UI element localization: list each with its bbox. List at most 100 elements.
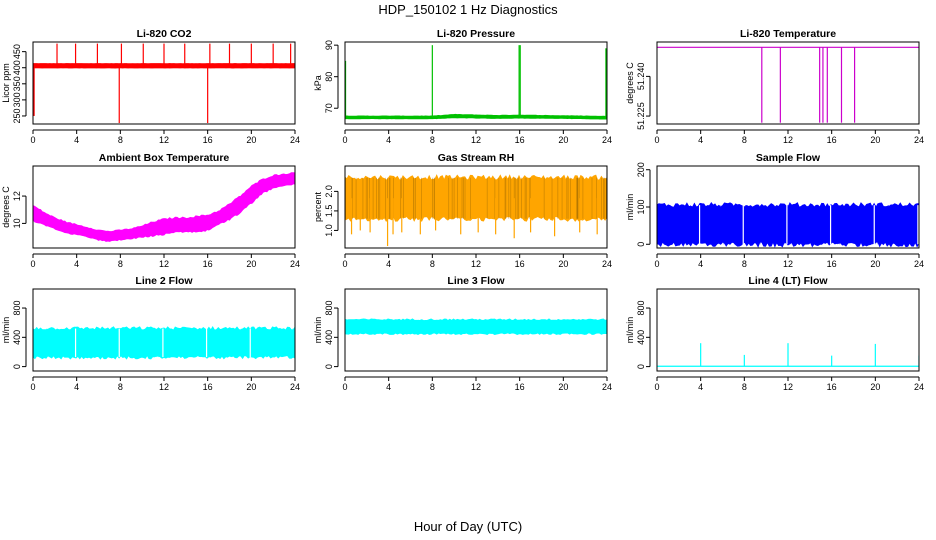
- panel-li-820-co2: Li-820 CO2 0 4 8 12 16 20 24 250300350400450Lico…: [1, 28, 300, 145]
- y-tick-label: 0: [324, 364, 334, 369]
- x-tick-label: 12: [783, 259, 793, 269]
- plot-area: [33, 172, 295, 242]
- x-tick-label: 8: [742, 382, 747, 392]
- series-band: [345, 113, 607, 120]
- x-tick-label: 20: [558, 259, 568, 269]
- x-axis: 0 4 8 12 16 20 24: [342, 253, 612, 269]
- plot-area: [657, 46, 919, 123]
- plot-area: [345, 174, 607, 247]
- y-tick-label: 800: [324, 301, 334, 316]
- series-band: [345, 174, 607, 223]
- x-tick-label: 20: [246, 382, 256, 392]
- y-tick-label: 800: [636, 301, 646, 316]
- x-tick-label: 4: [74, 382, 79, 392]
- x-tick-label: 16: [203, 135, 213, 145]
- y-tick-label: 90: [324, 40, 334, 50]
- y-tick-label: 80: [324, 72, 334, 82]
- x-axis: 0 4 8 12 16 20 24: [342, 376, 612, 392]
- x-tick-label: 24: [602, 382, 612, 392]
- x-axis: 0 4 8 12 16 20 24: [30, 253, 300, 269]
- y-tick-label: 300: [12, 92, 22, 107]
- x-tick-label: 4: [386, 259, 391, 269]
- x-tick-label: 8: [430, 382, 435, 392]
- y-axis-label: ml/min: [625, 317, 635, 344]
- x-tick-label: 0: [654, 382, 659, 392]
- y-axis: 0 400 800: [324, 301, 339, 369]
- x-tick-label: 8: [742, 135, 747, 145]
- x-tick-label: 16: [827, 259, 837, 269]
- x-tick-label: 24: [290, 382, 300, 392]
- plot-frame: [656, 165, 920, 249]
- panel-title: Ambient Box Temperature: [99, 152, 230, 164]
- panel-li-820-temperature: Li-820 Temperature 0 4 8 12 16 20 24 51.225 51.24…: [625, 28, 924, 145]
- x-tick-label: 12: [471, 135, 481, 145]
- x-axis: 0 4 8 12 16 20 24: [654, 253, 924, 269]
- figure-title: HDP_150102 1 Hz Diagnostics: [378, 2, 558, 17]
- x-tick-label: 0: [30, 135, 35, 145]
- y-tick-label: 450: [12, 44, 22, 59]
- y-tick-label: 12: [12, 191, 22, 201]
- x-tick-label: 0: [342, 382, 347, 392]
- plot-area: [33, 326, 295, 360]
- panel-title: Gas Stream RH: [438, 152, 514, 164]
- x-tick-label: 12: [783, 382, 793, 392]
- x-tick-label: 12: [783, 135, 793, 145]
- y-tick-label: 10: [12, 218, 22, 228]
- y-tick-label: 0: [636, 364, 646, 369]
- plot-frame: [344, 41, 608, 125]
- y-tick-label: 400: [324, 330, 334, 345]
- x-tick-label: 8: [430, 135, 435, 145]
- panel-li-820-pressure: Li-820 Pressure 0 4 8 12 16 20 24 70 80 90 kPa: [313, 28, 612, 145]
- x-tick-label: 12: [159, 382, 169, 392]
- x-tick-label: 12: [159, 259, 169, 269]
- plot-frame: [32, 288, 296, 372]
- x-tick-label: 20: [246, 259, 256, 269]
- x-tick-label: 24: [290, 259, 300, 269]
- x-tick-label: 12: [159, 135, 169, 145]
- plot-frame: [344, 165, 608, 249]
- panel-title: Line 2 Flow: [135, 275, 193, 287]
- y-axis: 0 400 800: [636, 301, 651, 369]
- y-axis: 0 400 800: [12, 301, 27, 369]
- y-axis: 0 100 200: [636, 162, 651, 247]
- y-axis-label: Licor ppm: [1, 63, 11, 103]
- x-tick-label: 20: [870, 259, 880, 269]
- x-axis: 0 4 8 12 16 20 24: [654, 129, 924, 145]
- x-tick-label: 16: [827, 382, 837, 392]
- x-tick-label: 0: [654, 259, 659, 269]
- panel-title: Li-820 CO2: [137, 28, 192, 40]
- panel-title: Line 4 (LT) Flow: [748, 275, 828, 287]
- x-tick-label: 16: [515, 382, 525, 392]
- figure-xlabel: Hour of Day (UTC): [414, 519, 522, 534]
- y-axis: 10 12: [12, 191, 27, 228]
- x-tick-label: 24: [602, 135, 612, 145]
- x-tick-label: 20: [246, 135, 256, 145]
- x-tick-label: 0: [30, 382, 35, 392]
- panel-sample-flow: Sample Flow 0 4 8 12 16 20 24 0 100 200 ml/min: [625, 152, 924, 269]
- x-tick-label: 8: [118, 382, 123, 392]
- x-tick-label: 4: [698, 135, 703, 145]
- y-axis: 51.225 51.240: [636, 63, 651, 130]
- y-tick-label: 2.0: [324, 185, 334, 198]
- x-axis: 0 4 8 12 16 20 24: [342, 129, 612, 145]
- x-tick-label: 20: [870, 135, 880, 145]
- x-tick-label: 4: [386, 382, 391, 392]
- plot-area: [345, 45, 607, 120]
- y-tick-label: 400: [12, 60, 22, 75]
- y-tick-label: 250: [12, 108, 22, 123]
- x-tick-label: 12: [471, 382, 481, 392]
- plot-area: [657, 343, 919, 367]
- panel-title: Li-820 Pressure: [437, 28, 515, 40]
- y-tick-label: 0: [636, 242, 646, 247]
- x-tick-label: 8: [118, 135, 123, 145]
- plot-frame: [32, 165, 296, 249]
- plot-area: [345, 318, 607, 336]
- y-tick-label: 400: [12, 330, 22, 345]
- x-tick-label: 12: [471, 259, 481, 269]
- y-axis-label: kPa: [313, 75, 323, 91]
